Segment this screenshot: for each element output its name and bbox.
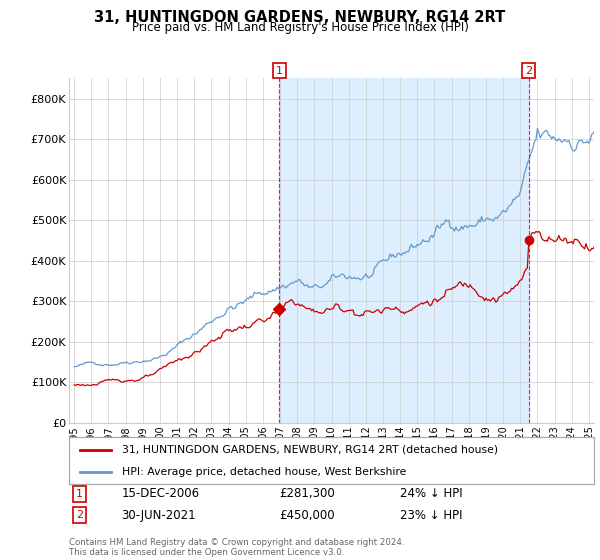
- Text: 24% ↓ HPI: 24% ↓ HPI: [400, 487, 463, 501]
- Text: Contains HM Land Registry data © Crown copyright and database right 2024.
This d: Contains HM Land Registry data © Crown c…: [69, 538, 404, 557]
- Text: 1: 1: [76, 489, 83, 499]
- Text: 1: 1: [276, 66, 283, 76]
- Text: 23% ↓ HPI: 23% ↓ HPI: [400, 508, 462, 522]
- Text: 2: 2: [525, 66, 532, 76]
- Bar: [280, 78, 529, 423]
- Text: Price paid vs. HM Land Registry's House Price Index (HPI): Price paid vs. HM Land Registry's House …: [131, 21, 469, 34]
- Text: 31, HUNTINGDON GARDENS, NEWBURY, RG14 2RT: 31, HUNTINGDON GARDENS, NEWBURY, RG14 2R…: [94, 10, 506, 25]
- Text: 15-DEC-2006: 15-DEC-2006: [121, 487, 200, 501]
- Text: 2: 2: [76, 510, 83, 520]
- Text: £450,000: £450,000: [279, 508, 335, 522]
- Text: £281,300: £281,300: [279, 487, 335, 501]
- Text: HPI: Average price, detached house, West Berkshire: HPI: Average price, detached house, West…: [121, 466, 406, 477]
- Text: 31, HUNTINGDON GARDENS, NEWBURY, RG14 2RT (detached house): 31, HUNTINGDON GARDENS, NEWBURY, RG14 2R…: [121, 445, 497, 455]
- Text: 30-JUN-2021: 30-JUN-2021: [121, 508, 196, 522]
